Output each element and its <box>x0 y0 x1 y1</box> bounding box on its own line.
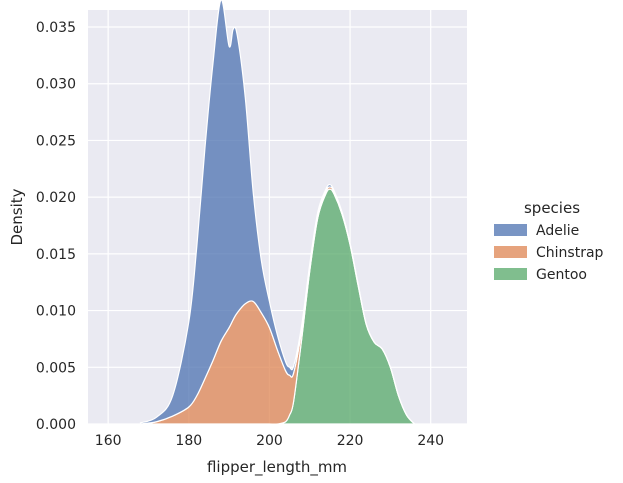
stacked-areas <box>139 0 416 425</box>
y-tick-label: 0.000 <box>36 417 76 433</box>
legend-label-chinstrap: Chinstrap <box>536 245 604 261</box>
grid-lines <box>88 10 467 425</box>
x-axis-label: flipper_length_mm <box>207 458 347 477</box>
legend-swatch-chinstrap <box>494 246 527 258</box>
legend-label-adelie: Adelie <box>536 223 579 239</box>
x-tick-label: 220 <box>337 433 364 449</box>
y-tick-label: 0.030 <box>36 77 76 93</box>
x-tick-label: 240 <box>417 433 444 449</box>
y-tick-label: 0.010 <box>36 304 76 320</box>
x-tick-label: 180 <box>175 433 202 449</box>
y-tick-label: 0.025 <box>36 133 76 149</box>
y-tick-label: 0.015 <box>36 247 76 263</box>
y-axis-ticks: 0.000 0.005 0.010 0.015 0.020 0.025 0.030 0.035 <box>36 20 76 433</box>
legend-title: species <box>524 199 580 217</box>
x-tick-label: 200 <box>256 433 283 449</box>
y-tick-label: 0.005 <box>36 360 76 376</box>
legend-swatch-adelie <box>494 224 527 236</box>
legend-label-gentoo: Gentoo <box>536 267 587 283</box>
x-tick-label: 160 <box>95 433 122 449</box>
area-adelie <box>139 0 416 425</box>
y-axis-label: Density <box>8 188 26 245</box>
x-axis-ticks: 160 180 200 220 240 <box>95 433 444 449</box>
legend: species Adelie Chinstrap Gentoo <box>494 199 604 283</box>
y-tick-label: 0.035 <box>36 20 76 36</box>
y-tick-label: 0.020 <box>36 190 76 206</box>
legend-swatch-gentoo <box>494 268 527 280</box>
